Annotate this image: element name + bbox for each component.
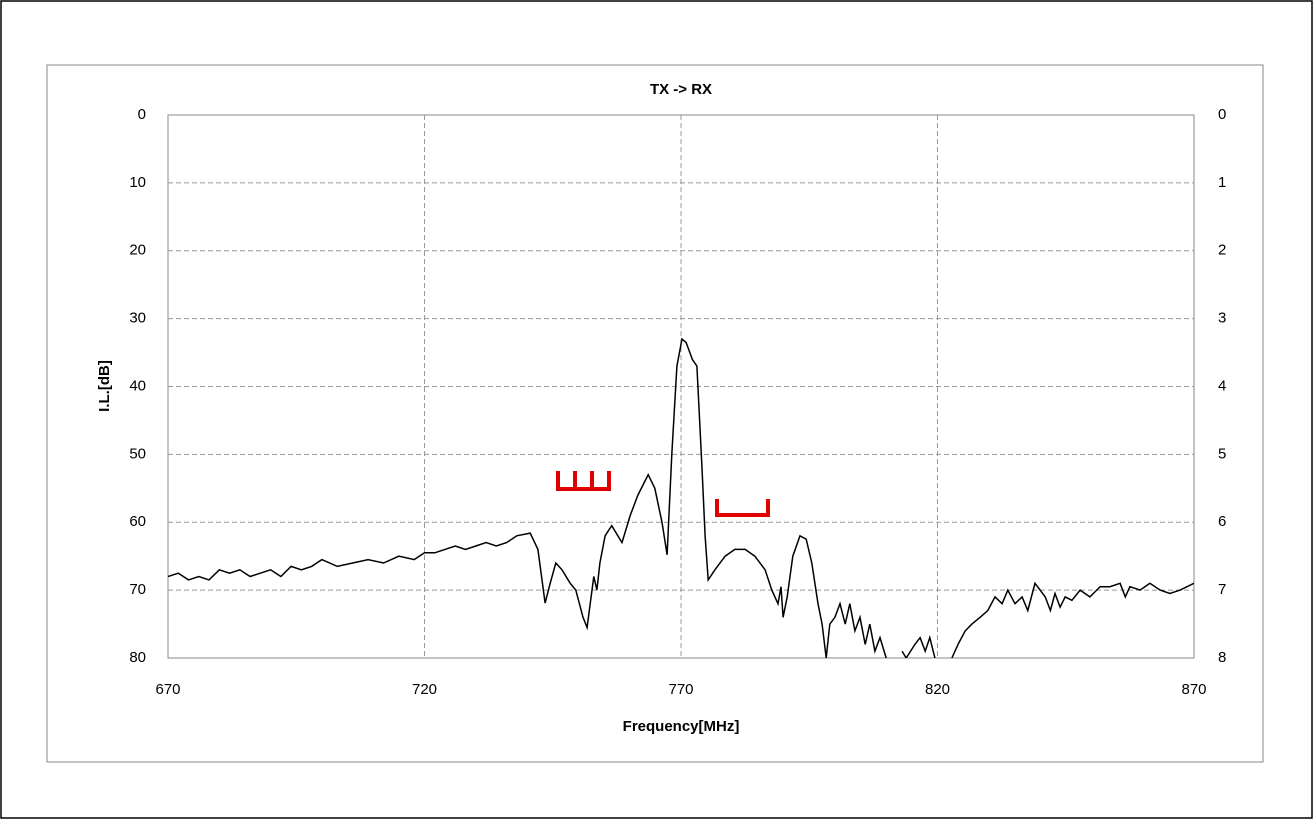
y2-tick-label: 1 bbox=[1218, 174, 1226, 191]
band-marker bbox=[556, 471, 770, 517]
y2-tick-label: 0 bbox=[1218, 106, 1226, 123]
y-tick-label: 80 bbox=[129, 649, 146, 666]
y-tick-label: 0 bbox=[138, 106, 146, 123]
y2-tick-label: 6 bbox=[1218, 513, 1226, 530]
y2-tick-label: 7 bbox=[1218, 581, 1226, 598]
y-tick-label: 50 bbox=[129, 445, 146, 462]
y-tick-label: 60 bbox=[129, 513, 146, 530]
y2-tick-label: 4 bbox=[1218, 377, 1226, 394]
x-tick-label: 670 bbox=[155, 681, 180, 698]
y-tick-label: 70 bbox=[129, 581, 146, 598]
y-tick-label: 10 bbox=[129, 174, 146, 191]
y-tick-label: 40 bbox=[129, 377, 146, 394]
x-tick-label: 870 bbox=[1181, 681, 1206, 698]
x-tick-label: 770 bbox=[668, 681, 693, 698]
y-tick-label: 30 bbox=[129, 310, 146, 327]
y-tick-label: 20 bbox=[129, 242, 146, 259]
chart-frame bbox=[46, 64, 1264, 763]
y-axis-label: I.L.[dB] bbox=[96, 360, 113, 412]
chart-title: TX -> RX bbox=[650, 81, 712, 98]
y2-tick-label: 8 bbox=[1218, 649, 1226, 666]
y2-tick-label: 2 bbox=[1218, 242, 1226, 259]
data-line bbox=[168, 337, 1194, 658]
y2-tick-label: 5 bbox=[1218, 445, 1226, 462]
x-axis-label: Frequency[MHz] bbox=[623, 718, 740, 735]
x-tick-label: 820 bbox=[925, 681, 950, 698]
y2-tick-label: 3 bbox=[1218, 310, 1226, 327]
x-tick-label: 720 bbox=[412, 681, 437, 698]
